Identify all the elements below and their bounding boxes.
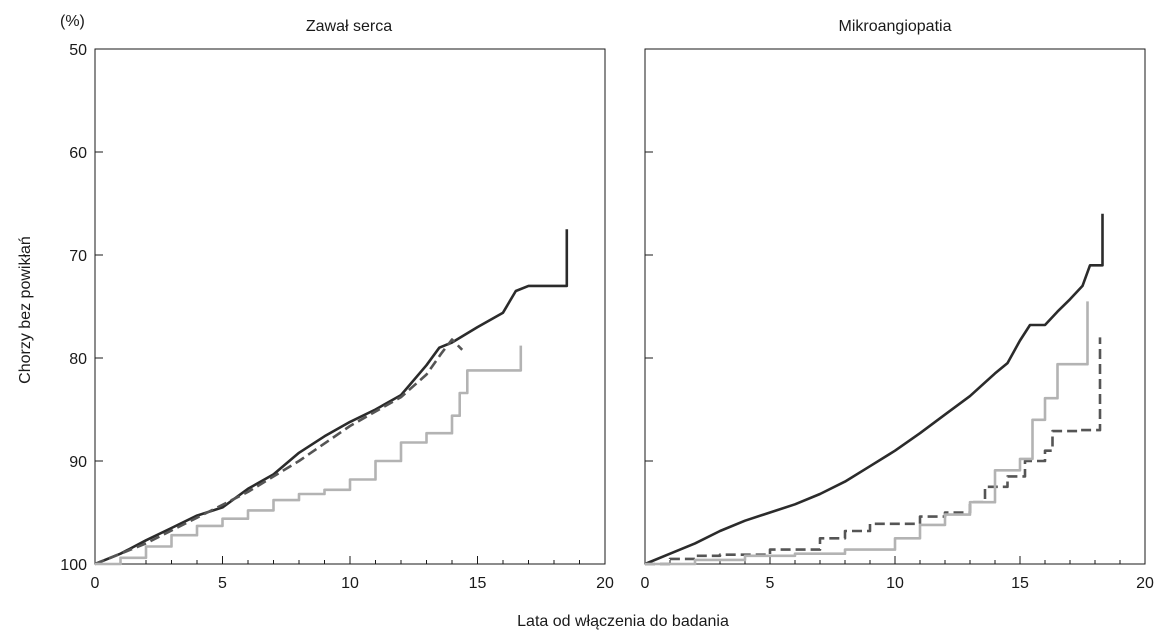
y-axis-label: Chorzy bez powikłań [17,236,34,384]
x-tick-label: 5 [218,575,227,592]
x-tick-label: 20 [1136,575,1154,592]
unit-label: (%) [60,13,85,30]
chart-panel-zawal-serca: Zawał serca 0 5 10 15 20 50 60 70 80 90 100 [60,18,614,592]
x-tick-label: 20 [596,575,614,592]
axis-ticks-zawal-serca: 0 5 10 15 20 50 60 70 80 90 100 [60,42,614,592]
x-tick-label: 5 [766,575,775,592]
series-group-zawal-serca [94,229,569,566]
x-tick-label: 15 [469,575,487,592]
x-tick-label: 0 [641,575,650,592]
series-line-zawal-serca-1 [94,229,569,566]
series-line-mikroangiopatia-1 [644,213,1104,566]
plot-frame-mikroangiopatia [644,48,1146,565]
series-line-zawal-serca-2 [94,338,464,566]
y-tick-label: 70 [69,248,87,265]
series-line-zawal-serca-3 [95,345,523,566]
x-tick-label: 15 [1011,575,1029,592]
chart-panel-mikroangiopatia: Mikroangiopatia 0 5 10 15 20 [641,18,1154,592]
axis-ticks-mikroangiopatia: 0 5 10 15 20 [641,48,1154,592]
x-axis-label: Lata od włączenia do badania [517,613,729,630]
y-tick-label: 80 [69,351,87,368]
series-line-mikroangiopatia-3 [645,301,1089,566]
y-tick-label: 60 [69,145,87,162]
x-tick-label: 10 [341,575,359,592]
y-tick-label: 50 [69,42,87,59]
y-tick-label: 90 [69,454,87,471]
panel-title-zawal-serca: Zawał serca [306,18,392,35]
x-tick-label: 10 [886,575,904,592]
series-group-mikroangiopatia [644,213,1104,566]
y-tick-label: 100 [60,557,87,574]
panel-title-mikroangiopatia: Mikroangiopatia [839,18,952,35]
x-tick-label: 0 [91,575,100,592]
